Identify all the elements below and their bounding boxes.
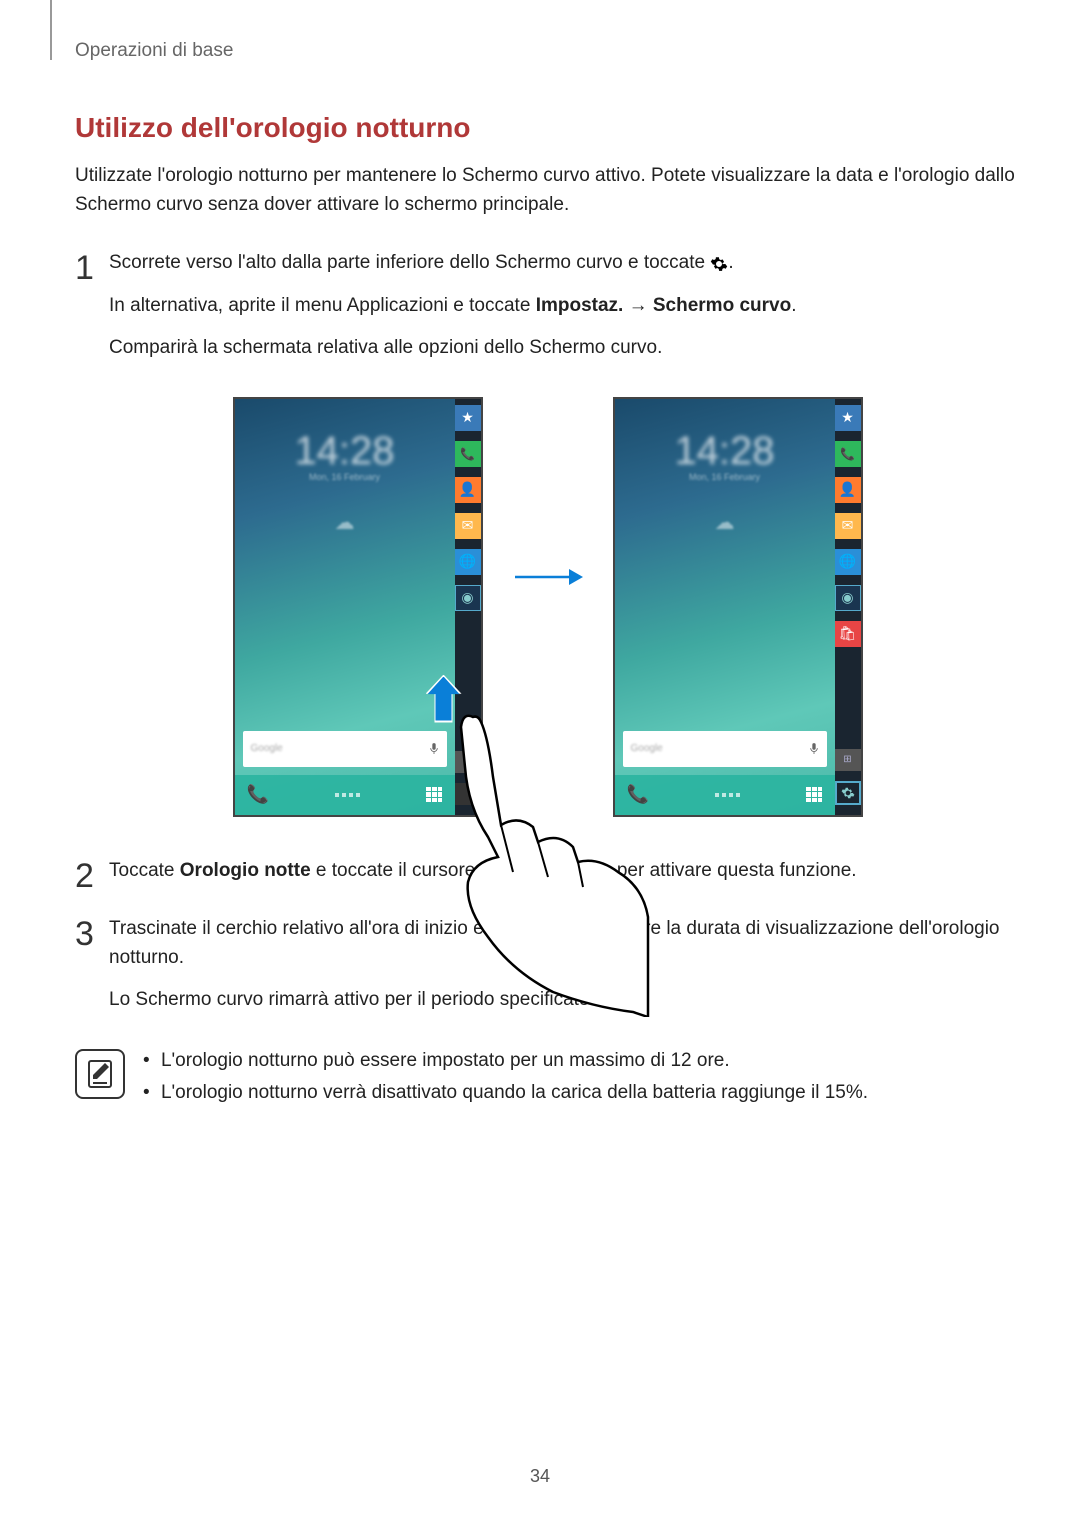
- step-1-line-1: Scorrete verso l'alto dalla parte inferi…: [109, 249, 1020, 278]
- step-text: Toccate: [109, 860, 180, 881]
- step-3-line-1: Trascinate il cerchio relativo all'ora d…: [109, 915, 1020, 972]
- edge-message-icon: ✉: [835, 513, 861, 539]
- phone-icon: 📞: [247, 784, 269, 805]
- phone-mock-left: 14:28 Mon, 16 February ☁ Google 📞: [233, 397, 483, 817]
- search-bar: Google: [623, 731, 827, 767]
- edge-star-icon: ★: [835, 405, 861, 431]
- step-number: 2: [75, 859, 109, 893]
- step-text-tail: .: [728, 252, 733, 273]
- nav-bar: 📞: [235, 775, 455, 815]
- phone-main-screen: 14:28 Mon, 16 February ☁ Google 📞: [615, 399, 835, 815]
- edge-menu-icon: [455, 783, 481, 805]
- edge-web-icon: 🌐: [835, 549, 861, 575]
- step-body: Scorrete verso l'alto dalla parte inferi…: [109, 249, 1020, 377]
- step-2-line-1: Toccate Orologio notte e toccate il curs…: [109, 857, 1020, 886]
- step-number: 1: [75, 251, 109, 285]
- arrow-right-icon: [513, 565, 583, 589]
- mic-icon: [809, 742, 819, 756]
- step-bold: Impostaz.: [536, 295, 624, 316]
- clock-time: 14:28: [615, 429, 835, 474]
- note-item: L'orologio notturno verrà disattivato qu…: [143, 1077, 868, 1109]
- clock-date: Mon, 16 February: [235, 472, 455, 482]
- clock-area: 14:28 Mon, 16 February: [235, 399, 455, 482]
- apps-grid-icon: [806, 787, 822, 803]
- edge-panel-right: ★ 📞 👤 ✉ 🌐 ◉ 🛍 ⊞: [835, 399, 861, 815]
- step-bold: Orologio notte: [481, 860, 612, 881]
- step-text: .: [791, 295, 796, 316]
- nav-bar: 📞: [615, 775, 835, 815]
- mic-icon: [429, 742, 439, 756]
- step-3: 3 Trascinate il cerchio relativo all'ora…: [75, 915, 1020, 1029]
- section-title: Utilizzo dell'orologio notturno: [75, 112, 1020, 144]
- edge-phone-icon: 📞: [455, 441, 481, 467]
- edge-phone-icon: 📞: [835, 441, 861, 467]
- search-placeholder: Google: [631, 743, 663, 754]
- edge-settings-icon: [835, 781, 861, 805]
- note-list: L'orologio notturno può essere impostato…: [143, 1045, 868, 1110]
- edge-camera-icon: ◉: [455, 585, 481, 611]
- note-icon: [75, 1049, 125, 1099]
- edge-contact-icon: 👤: [835, 477, 861, 503]
- note-box: L'orologio notturno può essere impostato…: [75, 1045, 1020, 1110]
- step-number: 3: [75, 917, 109, 951]
- clock-date: Mon, 16 February: [615, 472, 835, 482]
- edge-camera-icon: ◉: [835, 585, 861, 611]
- note-item: L'orologio notturno può essere impostato…: [143, 1045, 868, 1077]
- figure: 14:28 Mon, 16 February ☁ Google 📞: [75, 397, 1020, 817]
- weather-icon: ☁: [235, 510, 455, 535]
- step-text: →: [623, 295, 653, 316]
- edge-store-icon: 🛍: [835, 621, 861, 647]
- phone-icon: 📞: [627, 784, 649, 805]
- search-placeholder: Google: [251, 743, 283, 754]
- edge-star-icon: ★: [455, 405, 481, 431]
- phone-main-screen: 14:28 Mon, 16 February ☁ Google 📞: [235, 399, 455, 815]
- search-bar: Google: [243, 731, 447, 767]
- edge-panel-left: ★ 📞 👤 ✉ 🌐 ◉ ≡: [455, 399, 481, 815]
- step-text: In alternativa, aprite il menu Applicazi…: [109, 295, 536, 316]
- step-3-line-2: Lo Schermo curvo rimarrà attivo per il p…: [109, 986, 1020, 1015]
- apps-grid-icon: [426, 787, 442, 803]
- step-bold: Schermo curvo: [653, 295, 791, 316]
- weather-icon: ☁: [615, 510, 835, 535]
- left-margin-rule: [50, 0, 52, 60]
- nav-dots: [715, 793, 740, 797]
- step-text: Scorrete verso l'alto dalla parte inferi…: [109, 252, 710, 273]
- intro-paragraph: Utilizzate l'orologio notturno per mante…: [75, 162, 1020, 219]
- step-body: Toccate Orologio notte e toccate il curs…: [109, 857, 1020, 900]
- step-body: Trascinate il cerchio relativo all'ora d…: [109, 915, 1020, 1029]
- step-1-line-2: In alternativa, aprite il menu Applicazi…: [109, 292, 1020, 321]
- edge-web-icon: 🌐: [455, 549, 481, 575]
- gear-icon: [710, 254, 728, 272]
- step-text: e toccate il cursore: [311, 860, 481, 881]
- edge-handle-icon: ≡: [455, 751, 481, 773]
- edge-message-icon: ✉: [455, 513, 481, 539]
- edge-tools-icon: ⊞: [835, 749, 861, 771]
- clock-time: 14:28: [235, 429, 455, 474]
- phone-mock-right: 14:28 Mon, 16 February ☁ Google 📞 ★ 📞: [613, 397, 863, 817]
- step-1-line-3: Comparirà la schermata relativa alle opz…: [109, 334, 1020, 363]
- breadcrumb: Operazioni di base: [75, 40, 1020, 62]
- clock-area: 14:28 Mon, 16 February: [615, 399, 835, 482]
- step-2: 2 Toccate Orologio notte e toccate il cu…: [75, 857, 1020, 900]
- step-bold: Orologio notte: [180, 860, 311, 881]
- nav-dots: [335, 793, 360, 797]
- page-content: Operazioni di base Utilizzo dell'orologi…: [0, 0, 1080, 1109]
- step-text: per attivare questa funzione.: [612, 860, 857, 881]
- step-1: 1 Scorrete verso l'alto dalla parte infe…: [75, 249, 1020, 377]
- page-number: 34: [0, 1466, 1080, 1487]
- edge-contact-icon: 👤: [455, 477, 481, 503]
